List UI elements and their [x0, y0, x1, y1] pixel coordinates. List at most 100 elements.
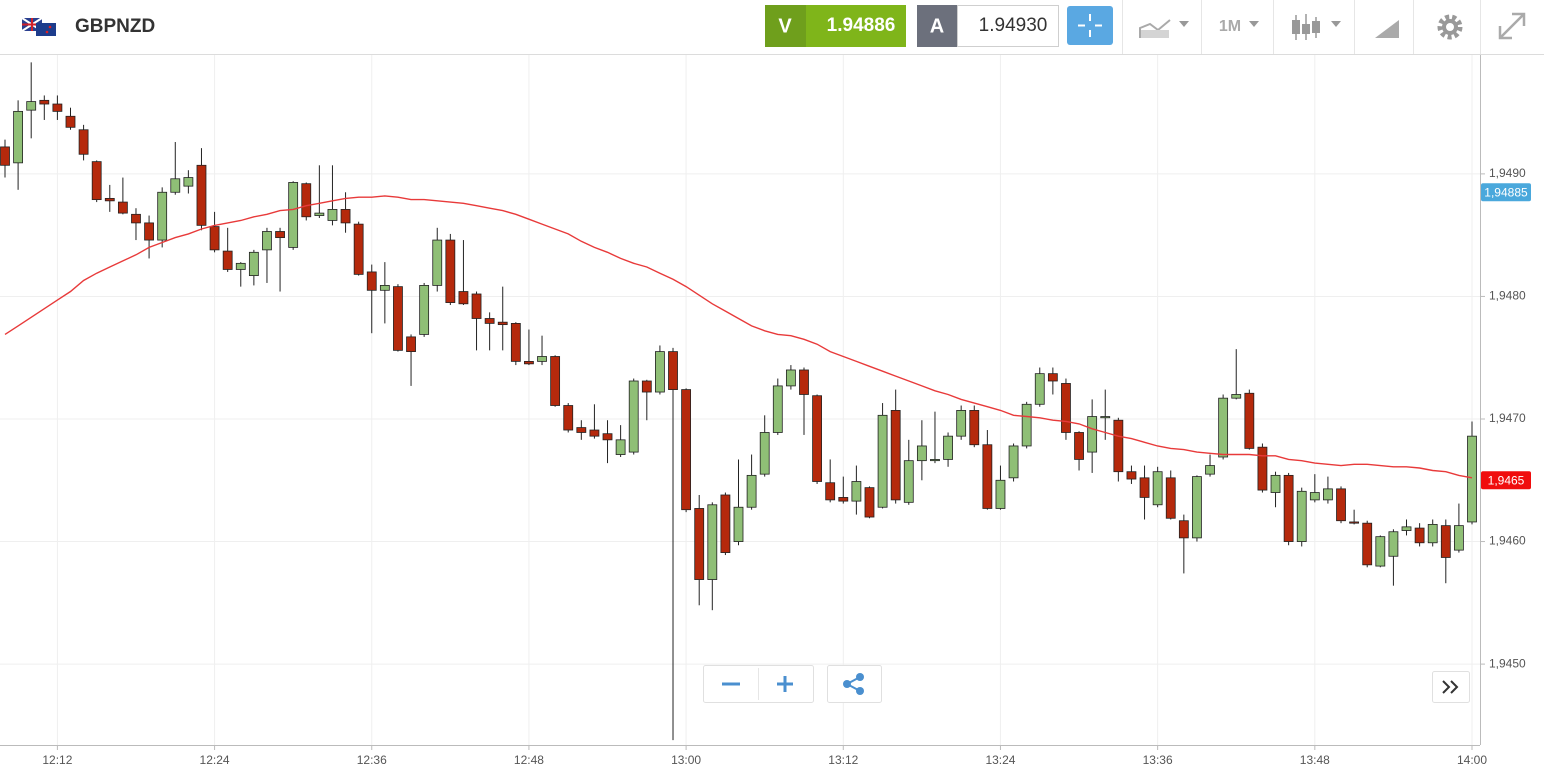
interval[interactable]: 1M — [1219, 18, 1241, 35]
bid-letter-bg[interactable] — [765, 5, 806, 47]
x-tick-label: 12:36 — [357, 753, 387, 767]
candle-body — [694, 508, 705, 580]
candle-body — [851, 481, 862, 502]
price-tag — [1481, 471, 1531, 490]
candle-body — [144, 222, 154, 241]
candle-body — [1244, 392, 1255, 449]
settings-icon-core — [1442, 19, 1458, 35]
candle-body — [1323, 488, 1333, 501]
candle-body — [1192, 476, 1202, 539]
flag-icon — [21, 17, 56, 36]
dropdown-arrow — [1249, 21, 1259, 27]
candle-style-icon[interactable] — [1292, 14, 1320, 40]
candle-body — [1074, 432, 1084, 460]
candle-body — [524, 360, 534, 365]
candle-body — [1100, 416, 1111, 419]
candle-body — [262, 231, 272, 251]
candle-body — [903, 460, 914, 503]
ask-letter[interactable]: A — [930, 15, 944, 37]
candle-body — [1309, 492, 1320, 501]
candle-body — [471, 293, 482, 319]
candle-body — [131, 213, 141, 224]
candle-body — [222, 250, 233, 270]
candle-body — [641, 380, 652, 393]
candle-body — [1336, 488, 1346, 522]
axes — [0, 55, 1481, 746]
x-tick-label: 12:12 — [42, 753, 72, 767]
candle-body — [497, 321, 508, 326]
ask-bg[interactable] — [957, 5, 1059, 47]
flag-nz — [36, 23, 56, 36]
dropdown-arrow — [1179, 21, 1189, 27]
candle-body — [78, 129, 89, 155]
candle-body — [615, 439, 626, 455]
dropdown-arrow — [1331, 21, 1341, 27]
candle-body — [785, 369, 796, 387]
x-tick-label: 13:24 — [985, 753, 1015, 767]
grid — [0, 55, 1485, 750]
settings-icon[interactable] — [1437, 14, 1463, 40]
candle-body — [1152, 471, 1163, 506]
candle-body — [733, 506, 744, 542]
candle-body — [943, 435, 953, 460]
candle-body — [1440, 525, 1451, 558]
flag-star — [48, 25, 52, 29]
candle-body — [602, 433, 613, 441]
candle-body — [353, 223, 364, 275]
candle-body — [1283, 474, 1294, 542]
candle-body — [1414, 527, 1425, 544]
candle-body — [1362, 522, 1373, 566]
chart-type-icon[interactable] — [1139, 19, 1171, 38]
crosshair-button[interactable] — [1067, 6, 1113, 45]
candle-body — [1139, 477, 1150, 498]
candle-body — [655, 351, 665, 393]
candle-body — [248, 251, 259, 277]
candle-body — [91, 161, 102, 201]
candle-body — [1165, 477, 1176, 519]
candle-body — [877, 414, 888, 508]
bid-bg[interactable] — [806, 5, 906, 47]
candle-body — [510, 323, 521, 362]
candle-body — [13, 110, 23, 164]
candle-body — [1467, 435, 1477, 523]
candle-body — [484, 318, 495, 324]
candle-body — [799, 369, 809, 395]
candle-body — [759, 432, 770, 475]
candle-body — [838, 497, 849, 502]
candle-body — [628, 380, 639, 453]
y-tick-label: 1,9480 — [1489, 289, 1526, 303]
bid-price[interactable]: 1.94886 — [827, 15, 896, 36]
y-tick-label: 1,9460 — [1489, 534, 1526, 548]
fullscreen-icon[interactable] — [1498, 12, 1526, 40]
share-dot — [856, 673, 864, 681]
candle-body — [1218, 397, 1229, 458]
candle-body — [1178, 520, 1189, 539]
icon-body — [1292, 20, 1300, 34]
ask-price[interactable]: 1.94930 — [979, 15, 1048, 36]
candle-body — [1349, 521, 1360, 524]
zoom-controls — [703, 665, 1470, 703]
icon-body — [1312, 21, 1320, 33]
candle-body — [1047, 373, 1058, 382]
candle-body — [707, 504, 718, 580]
x-tick-label: 13:00 — [671, 753, 701, 767]
share-icon[interactable] — [843, 673, 864, 695]
candle-body — [1021, 403, 1032, 447]
candle-body — [1454, 525, 1464, 551]
candle-body — [982, 444, 993, 509]
candle-body — [445, 239, 456, 303]
zoom-in[interactable] — [777, 676, 793, 692]
candle-body — [563, 405, 574, 431]
candle-body — [1061, 383, 1071, 433]
candle-body — [183, 177, 194, 187]
x-tick-label: 13:36 — [1143, 753, 1173, 767]
candle-body — [969, 410, 980, 446]
ask-letter-bg[interactable] — [917, 5, 957, 47]
draw-icon[interactable] — [1375, 20, 1399, 38]
candle-body — [930, 459, 940, 462]
candle-body — [589, 429, 600, 437]
scroll-end[interactable] — [1442, 680, 1459, 694]
bid-letter[interactable]: V — [778, 15, 792, 37]
